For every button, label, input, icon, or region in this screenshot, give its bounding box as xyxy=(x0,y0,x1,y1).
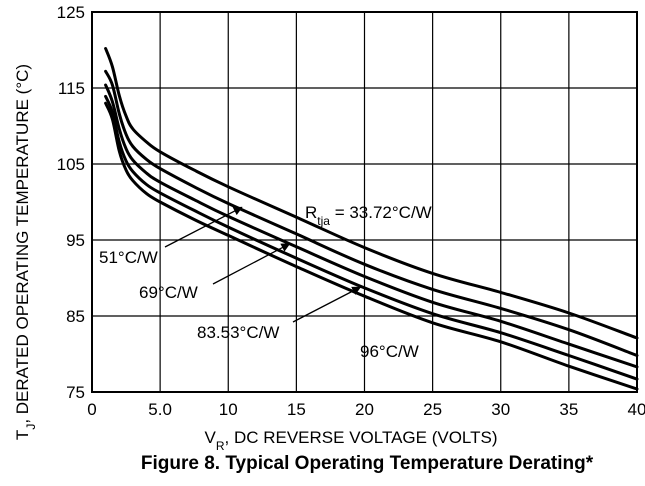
x-tick-label: 20 xyxy=(355,400,374,419)
plot-frame xyxy=(91,11,638,393)
series-line-3 xyxy=(104,94,639,381)
annotation-69: 69°C/W xyxy=(139,283,198,302)
x-tick-label: 25 xyxy=(423,400,442,419)
x-tick-label: 15 xyxy=(287,400,306,419)
figure-caption: Figure 8. Typical Operating Temperature … xyxy=(141,453,594,474)
y-tick-label: 95 xyxy=(66,231,85,250)
x-tick-label: 40 xyxy=(628,400,645,419)
annotation-51: 51°C/W xyxy=(99,248,158,267)
x-tick-labels: 0 5.0 10 15 20 25 30 35 40 xyxy=(87,400,645,419)
y-tick-label: 125 xyxy=(57,3,85,22)
annotation-33-72: Rtja = 33.72°C/W xyxy=(305,203,432,228)
x-tick-label: 30 xyxy=(491,400,510,419)
annotation-arrow-1 xyxy=(164,206,243,248)
y-tick-label: 105 xyxy=(57,155,85,174)
annotation-83-53: 83.53°C/W xyxy=(197,323,279,342)
y-tick-label: 75 xyxy=(66,383,85,402)
series-line-4 xyxy=(104,101,639,391)
annotation-arrow-2 xyxy=(212,243,291,285)
gridlines xyxy=(92,12,637,392)
series-annotations: Rtja = 33.72°C/W 51°C/W 69°C/W 83.53°C/W… xyxy=(99,203,432,361)
y-tick-label: 115 xyxy=(58,79,85,98)
series-line-1 xyxy=(104,69,639,357)
series-lines xyxy=(104,47,639,391)
y-axis-title: TJ, DERATED OPERATING TEMPERATURE (°C) xyxy=(13,64,38,440)
annotation-96: 96°C/W xyxy=(360,342,419,361)
x-tick-label: 35 xyxy=(559,400,578,419)
y-tick-label: 85 xyxy=(66,307,85,326)
x-tick-label: 5.0 xyxy=(148,400,172,419)
x-tick-label: 10 xyxy=(219,400,238,419)
annotation-arrows xyxy=(164,206,362,323)
series-line-2 xyxy=(104,83,639,369)
x-axis-title: VR, DC REVERSE VOLTAGE (VOLTS) xyxy=(204,428,497,453)
series-line-0 xyxy=(104,47,639,340)
y-tick-labels: 75 85 95 105 115 125 xyxy=(57,3,85,402)
x-tick-label: 0 xyxy=(87,400,96,419)
annotation-arrow-3 xyxy=(292,286,362,323)
